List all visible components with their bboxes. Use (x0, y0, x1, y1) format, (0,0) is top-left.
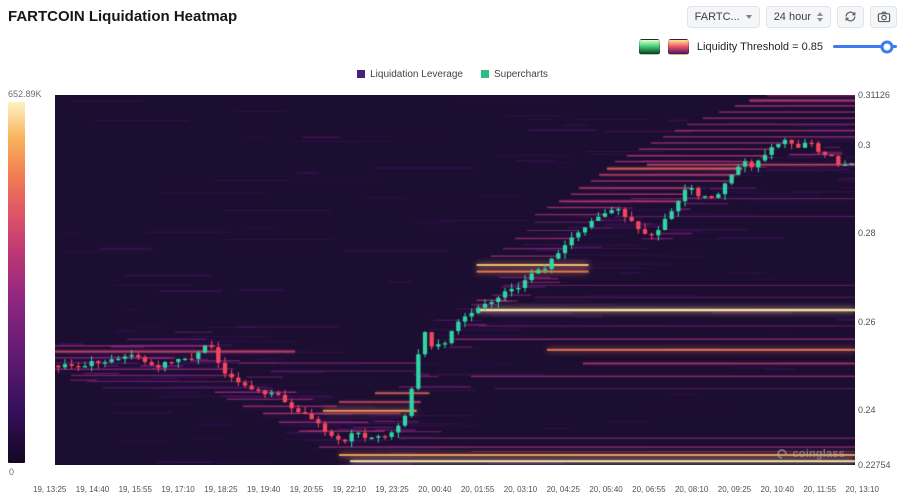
symbol-select[interactable]: FARTC... (686, 5, 760, 28)
up-down-arrows-icon (817, 11, 823, 22)
time-tick: 19, 18:25 (204, 485, 238, 494)
threshold-toolbar: Liquidity Threshold = 0.85 (0, 28, 905, 56)
time-tick: 19, 20:55 (289, 485, 324, 494)
colorbar-max-label: 652.89K (8, 89, 42, 99)
time-tick: 20, 10:40 (760, 485, 794, 494)
header-controls: FARTC... 24 hour (686, 5, 897, 28)
liquidity-threshold-slider[interactable] (833, 40, 897, 53)
time-tick: 20, 08:10 (674, 485, 709, 494)
legend-swatch-green (480, 70, 489, 78)
green-colormap-swatch[interactable] (638, 38, 660, 55)
time-tick: 19, 15:55 (118, 485, 152, 494)
time-tick: 19, 13:25 (33, 485, 67, 494)
watermark: coinglass (775, 446, 845, 462)
legend-label: Supercharts (493, 68, 548, 80)
time-tick: 20, 03:10 (503, 485, 538, 494)
time-tick: 20, 01:55 (460, 485, 495, 494)
page-title: FARTCOIN Liquidation Heatmap (8, 8, 238, 25)
price-tick: 0.28 (858, 228, 876, 239)
coinglass-logo-icon (775, 446, 790, 462)
time-tick: 20, 00:40 (418, 485, 452, 494)
watermark-text: coinglass (792, 448, 845, 460)
price-axis: 0.31126 0.3 0.28 0.26 0.24 0.22754 (858, 90, 904, 470)
refresh-button[interactable] (837, 5, 864, 28)
time-tick: 20, 09:25 (717, 485, 752, 494)
time-tick: 19, 23:25 (375, 485, 409, 494)
colorbar-gradient (8, 102, 25, 463)
time-tick: 19, 22:10 (332, 485, 366, 494)
header: FARTCOIN Liquidation Heatmap FARTC... 24… (0, 0, 905, 28)
symbol-select-value: FARTC... (694, 10, 740, 23)
legend-swatch-purple (357, 70, 366, 78)
slider-handle[interactable] (880, 40, 894, 53)
price-tick: 0.3 (858, 139, 871, 150)
camera-icon (877, 11, 890, 22)
time-tick: 19, 19:40 (246, 485, 281, 494)
price-tick: 0.22754 (858, 460, 891, 470)
price-tick: 0.31126 (858, 90, 890, 100)
legend-item-liquidation-leverage: Liquidation Leverage (357, 69, 463, 80)
magma-colormap-swatch[interactable] (667, 38, 689, 55)
time-tick: 20, 05:40 (589, 485, 623, 494)
legend-label: Liquidation Leverage (370, 68, 463, 80)
time-tick: 20, 06:55 (632, 485, 666, 494)
time-tick: 19, 17:10 (161, 485, 195, 494)
time-tick: 20, 04:25 (546, 485, 580, 494)
liquidation-heatmap-canvas[interactable] (55, 95, 855, 465)
heatmap-plot-area: coinglass (55, 95, 855, 465)
time-tick: 20, 11:55 (803, 485, 837, 494)
refresh-icon (845, 11, 856, 22)
liquidity-threshold-label: Liquidity Threshold = 0.85 (696, 40, 823, 53)
time-axis: 19, 13:25 19, 14:40 19, 15:55 19, 17:10 19, … (33, 485, 879, 494)
price-tick: 0.26 (858, 316, 876, 327)
colorbar-min-label: 0 (9, 467, 15, 477)
interval-select-value: 24 hour (773, 10, 811, 23)
chart-legend: Liquidation Leverage Supercharts (0, 67, 905, 81)
time-tick: 20, 13:10 (845, 485, 879, 494)
time-tick: 19, 14:40 (75, 485, 110, 494)
price-tick: 0.24 (858, 404, 876, 415)
screenshot-button[interactable] (870, 5, 897, 28)
chevron-down-icon (745, 14, 752, 19)
interval-select[interactable]: 24 hour (765, 5, 831, 28)
legend-item-supercharts: Supercharts (480, 68, 548, 80)
